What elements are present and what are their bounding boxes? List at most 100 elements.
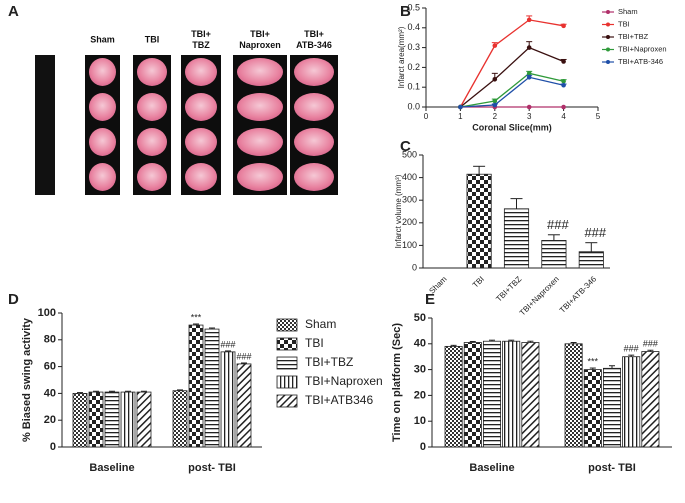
panel-letter: D [8, 291, 19, 308]
y-tick-label: 0.0 [407, 101, 420, 111]
column-label: TBI+ ATB-346 [296, 29, 332, 50]
panel-letter: C [400, 138, 411, 155]
bar [583, 369, 602, 448]
x-tick-label: 2 [493, 112, 498, 121]
bar [521, 342, 540, 448]
x-tick-label: 0 [424, 112, 429, 121]
x-tick-label: 4 [561, 112, 566, 121]
bar [104, 391, 120, 448]
bar [120, 391, 136, 448]
y-tick-label: 400 [402, 172, 417, 182]
y-tick-label: 0.1 [407, 82, 420, 92]
point [526, 45, 532, 50]
y-tick-label: 500 [402, 149, 417, 159]
brain-slice [185, 58, 217, 86]
legend-label: Sham [305, 317, 336, 331]
y-tick-label: 30 [414, 364, 426, 376]
bar [136, 391, 152, 448]
annotation: *** [588, 356, 599, 366]
legend-label: TBI+TBZ [618, 32, 649, 41]
point [492, 76, 498, 82]
y-tick-label: 0.4 [407, 22, 420, 32]
panel-letter: A [8, 3, 19, 20]
bar [603, 367, 622, 448]
y-axis-label: % Biased swing activity [21, 317, 33, 442]
brain-slice [294, 93, 334, 121]
y-tick-label: 40 [414, 338, 426, 350]
bar [463, 342, 482, 448]
bar [88, 391, 104, 448]
annotation: *** [191, 312, 202, 322]
point [492, 102, 498, 108]
series-line [459, 19, 564, 108]
bar [564, 343, 583, 448]
brain-slice [185, 93, 217, 121]
y-tick-label: 0.3 [407, 42, 420, 52]
annotation: ### [547, 217, 569, 232]
point [561, 82, 566, 88]
bar [502, 340, 521, 448]
y-tick-label: 50 [414, 312, 426, 324]
y-tick-label: 10 [414, 415, 426, 427]
x-tick-label: TBI [471, 275, 486, 290]
brain-slice [89, 93, 116, 121]
annotation: ### [584, 225, 606, 240]
brain-slice [89, 128, 116, 156]
brain-slice [237, 93, 283, 121]
y-tick-label: 0.5 [407, 2, 420, 12]
brain-slice [137, 163, 167, 191]
legend-label: TBI+ATB346 [305, 393, 373, 407]
brain-slice [137, 93, 167, 121]
legend-marker [606, 35, 610, 39]
x-tick-label: TBI+Naproxen [518, 275, 561, 318]
point [526, 17, 532, 23]
legend-label: TBI+Naproxen [305, 374, 383, 388]
x-tick-label: Baseline [89, 462, 134, 474]
annotation: ### [643, 339, 658, 349]
point [458, 104, 463, 110]
y-tick-label: 100 [402, 240, 417, 250]
y-tick-label: 60 [44, 361, 56, 373]
brain-slice [137, 58, 167, 86]
ruler [35, 55, 55, 195]
column-label: TBI [145, 34, 160, 44]
point [526, 75, 532, 80]
legend-label: Sham [618, 7, 638, 16]
brain-slice [294, 163, 334, 191]
legend-marker [606, 60, 610, 64]
bar [622, 356, 641, 448]
brain-slice [89, 163, 116, 191]
bar [444, 345, 463, 448]
y-tick-label: 300 [402, 195, 417, 205]
y-tick-label: 0.2 [407, 62, 420, 72]
y-axis-label: Infarct area(mm²) [397, 26, 406, 88]
x-tick-label: Baseline [469, 462, 514, 474]
bar [541, 240, 567, 269]
legend-label: TBI+Naproxen [618, 44, 667, 53]
point [561, 59, 566, 64]
brain-slice [237, 58, 283, 86]
y-tick-label: 80 [44, 334, 56, 346]
x-tick-label: TBI+ATB-346 [558, 274, 599, 315]
annotation: ### [624, 344, 639, 354]
legend-marker [606, 22, 610, 27]
point [561, 78, 566, 84]
x-axis-label: Coronal Slice(mm) [472, 122, 552, 132]
point [526, 104, 532, 110]
legend-swatch [276, 318, 298, 332]
legend-swatch [276, 394, 298, 408]
annotation: ### [236, 351, 251, 361]
series-line [460, 76, 564, 108]
x-tick-label: 3 [527, 112, 532, 121]
bar [641, 351, 660, 448]
column-label: Sham [90, 34, 115, 44]
column-label: TBI+ TBZ [191, 29, 211, 50]
y-tick-label: 0 [50, 441, 56, 453]
y-axis-label: Time on platform (Sec) [391, 323, 403, 442]
annotation: ### [220, 339, 235, 349]
y-tick-label: 0 [420, 441, 426, 453]
x-tick-label: TBI+TBZ [494, 274, 523, 303]
legend-label: TBI [305, 336, 324, 350]
bar [466, 173, 492, 269]
x-tick-label: 5 [596, 112, 601, 121]
